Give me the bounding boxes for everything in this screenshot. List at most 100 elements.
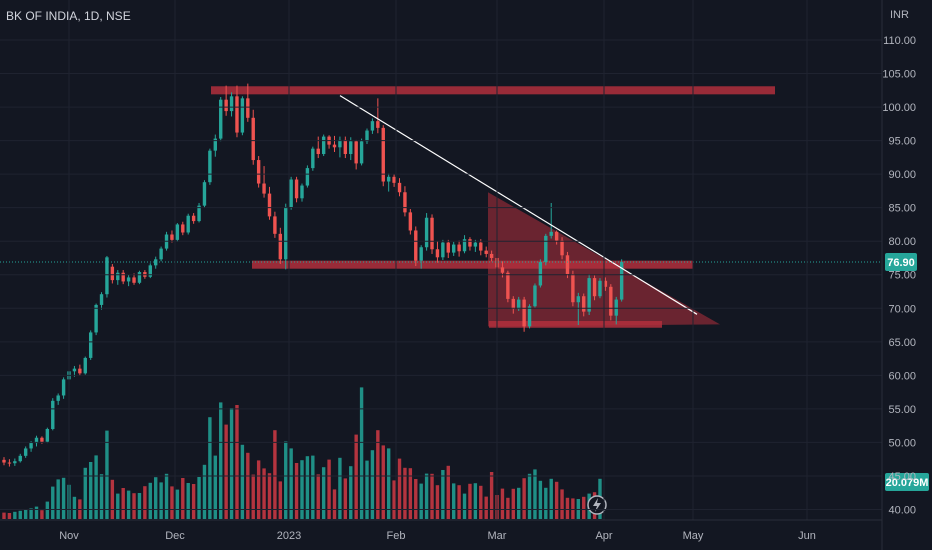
volume-bar bbox=[143, 486, 147, 519]
candle-body bbox=[235, 96, 239, 133]
volume-bar bbox=[408, 468, 413, 519]
candle-body bbox=[94, 304, 98, 333]
volume-bar bbox=[246, 452, 250, 519]
x-tick-label: Dec bbox=[165, 530, 185, 542]
candle-body bbox=[56, 395, 60, 401]
last-price-label: 76.90 bbox=[887, 257, 915, 269]
candle-body bbox=[332, 144, 337, 148]
candle-body bbox=[154, 259, 158, 266]
candle-body bbox=[208, 150, 212, 183]
candle-body bbox=[305, 168, 310, 186]
volume-bar bbox=[154, 477, 158, 519]
candle-body bbox=[587, 278, 591, 312]
volume-bar bbox=[219, 402, 223, 519]
volume-bar bbox=[517, 487, 521, 519]
y-tick-label: 50.00 bbox=[888, 437, 916, 449]
lightning-icon[interactable] bbox=[587, 495, 607, 515]
volume-bar bbox=[489, 472, 494, 519]
volume-bar bbox=[148, 482, 152, 519]
volume-bar bbox=[403, 467, 407, 519]
candle-body bbox=[121, 272, 125, 282]
volume-bar bbox=[376, 430, 380, 519]
volume-bar bbox=[197, 477, 201, 519]
candle-body bbox=[99, 294, 104, 305]
volume-bar bbox=[511, 488, 515, 519]
candle-body bbox=[7, 462, 12, 464]
volume-bar bbox=[121, 488, 125, 519]
candle-body bbox=[511, 298, 515, 309]
volume-bar bbox=[506, 497, 510, 519]
candle-body bbox=[609, 286, 613, 316]
volume-value-label: 20.079M bbox=[886, 477, 929, 489]
candle-body bbox=[34, 437, 39, 444]
volume-bar bbox=[457, 485, 461, 519]
volume-bar bbox=[34, 506, 39, 519]
volume-bar bbox=[45, 501, 50, 519]
y-tick-label: 90.00 bbox=[888, 169, 916, 181]
candle-body bbox=[61, 379, 66, 396]
candle-body bbox=[544, 235, 548, 263]
candle-body bbox=[338, 139, 342, 148]
volume-bar bbox=[202, 464, 207, 519]
volume-bar bbox=[105, 430, 109, 519]
candle-body bbox=[278, 233, 283, 260]
volume-bar bbox=[451, 483, 456, 519]
candle-body bbox=[251, 117, 255, 161]
y-tick-label: 75.00 bbox=[888, 270, 916, 282]
volume-bar bbox=[386, 448, 391, 519]
candle-body bbox=[51, 400, 55, 430]
candle-body bbox=[219, 99, 223, 139]
y-tick-label: 60.00 bbox=[888, 370, 916, 382]
candle-body bbox=[614, 299, 618, 316]
candle-body bbox=[349, 141, 353, 155]
y-tick-label: 105.00 bbox=[882, 69, 916, 81]
candle-body bbox=[489, 253, 494, 258]
volume-bar bbox=[213, 455, 218, 519]
candle-body bbox=[175, 224, 180, 240]
volume-bar bbox=[235, 405, 239, 519]
resistance-zone bbox=[211, 86, 775, 95]
volume-bar bbox=[332, 489, 337, 519]
volume-bar bbox=[164, 473, 169, 519]
volume-bar bbox=[294, 463, 299, 519]
volume-bar bbox=[381, 445, 385, 519]
candle-body bbox=[560, 240, 564, 256]
volume-bar bbox=[181, 478, 185, 519]
candle-body bbox=[186, 215, 190, 233]
y-tick-label: 40.00 bbox=[888, 504, 916, 516]
volume-bar bbox=[83, 467, 87, 519]
candle-body bbox=[430, 217, 434, 250]
volume-bar bbox=[414, 479, 418, 519]
volume-bar bbox=[327, 459, 331, 519]
annotation-zones bbox=[211, 86, 775, 328]
volume-bar bbox=[397, 458, 402, 519]
volume-bar bbox=[354, 434, 358, 519]
candle-body bbox=[240, 98, 245, 133]
volume-bar bbox=[208, 417, 212, 519]
volume-bar bbox=[441, 470, 445, 519]
candle-body bbox=[522, 299, 526, 327]
candle-body bbox=[582, 296, 586, 312]
candle-body bbox=[197, 205, 201, 222]
candle-body bbox=[23, 448, 28, 456]
volume-bar bbox=[251, 474, 255, 519]
candle-body bbox=[132, 277, 136, 283]
candle-body bbox=[554, 231, 559, 241]
volume-bar bbox=[273, 430, 277, 519]
volume-bar bbox=[18, 510, 22, 519]
candle-body bbox=[506, 272, 510, 299]
volume-bars bbox=[2, 387, 602, 519]
volume-bar bbox=[424, 473, 429, 519]
volume-bar bbox=[284, 441, 288, 519]
middle-support-zone bbox=[252, 260, 693, 269]
candle-body bbox=[170, 234, 174, 240]
candle-body bbox=[376, 121, 380, 128]
candle-body bbox=[316, 148, 320, 155]
volume-bar bbox=[159, 482, 163, 519]
volume-bar bbox=[430, 473, 434, 519]
candle-body bbox=[517, 299, 521, 309]
candle-body bbox=[457, 244, 461, 252]
candle-body bbox=[262, 183, 266, 194]
